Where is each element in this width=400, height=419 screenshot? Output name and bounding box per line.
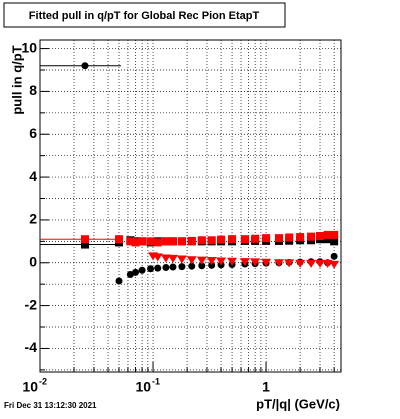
marker [198,262,206,270]
marker [138,266,146,274]
marker [169,263,177,271]
marker [227,257,238,266]
marker [273,259,284,268]
marker [197,236,206,245]
marker [81,62,89,70]
marker [207,236,216,245]
marker [188,262,196,270]
plot-frame [39,39,342,373]
y-tick-label: -2 [25,296,38,312]
marker [132,268,140,276]
marker [206,257,217,266]
marker [208,261,216,269]
y-tick-label: -4 [25,339,38,355]
x-axis-label: pT/|q| (GeV/c) [256,396,340,411]
marker [168,237,177,246]
y-tick-label: 8 [29,82,37,98]
marker [330,230,339,239]
y-tick-label: 0 [29,253,37,269]
title-box [3,2,286,28]
marker [176,255,187,264]
marker [323,230,332,239]
marker [146,237,155,246]
marker [323,235,332,244]
footer: Fri Dec 31 13:12:30 2021 [4,401,97,410]
marker [160,254,171,263]
marker [162,263,170,271]
marker [251,234,260,243]
marker [306,259,317,268]
x-tick-label: 10 [22,379,38,395]
marker [138,237,147,246]
marker [152,253,163,262]
marker [80,240,89,249]
marker [284,259,295,268]
marker [285,233,294,242]
marker [186,256,197,265]
marker [250,258,261,267]
marker [115,235,124,244]
marker [316,231,325,240]
x-tick-label: 10 [135,379,151,395]
y-tick-label: 4 [29,168,37,184]
marker [187,236,196,245]
marker [131,238,140,247]
marker [177,237,186,246]
marker [329,260,340,269]
marker [80,235,89,244]
marker [330,252,338,260]
marker [239,258,250,267]
marker [307,232,316,241]
marker [330,237,339,246]
marker [196,256,207,265]
marker [178,263,186,271]
chart-title: Fitted pull in q/pT for Global Rec Pion … [29,10,260,22]
y-axis-label: pull in q/pT [9,45,24,114]
marker [217,235,226,244]
marker [240,235,249,244]
marker [161,237,170,246]
marker [262,234,271,243]
marker [261,258,272,267]
x-tick-exponent: -1 [152,376,160,386]
y-tick-label: 10 [21,39,37,55]
marker [153,238,162,247]
x-tick-exponent: -2 [39,376,47,386]
marker [274,234,283,243]
y-tick-label: 6 [29,125,37,141]
marker [295,259,306,268]
marker [126,237,135,246]
marker [216,257,227,266]
marker [167,254,178,263]
marker [115,277,123,285]
marker [315,259,326,268]
x-tick-label: 1 [262,379,270,395]
marker [296,233,305,242]
marker [228,235,237,244]
marker [154,264,162,272]
y-tick-label: 2 [29,211,37,227]
marker [147,265,155,273]
